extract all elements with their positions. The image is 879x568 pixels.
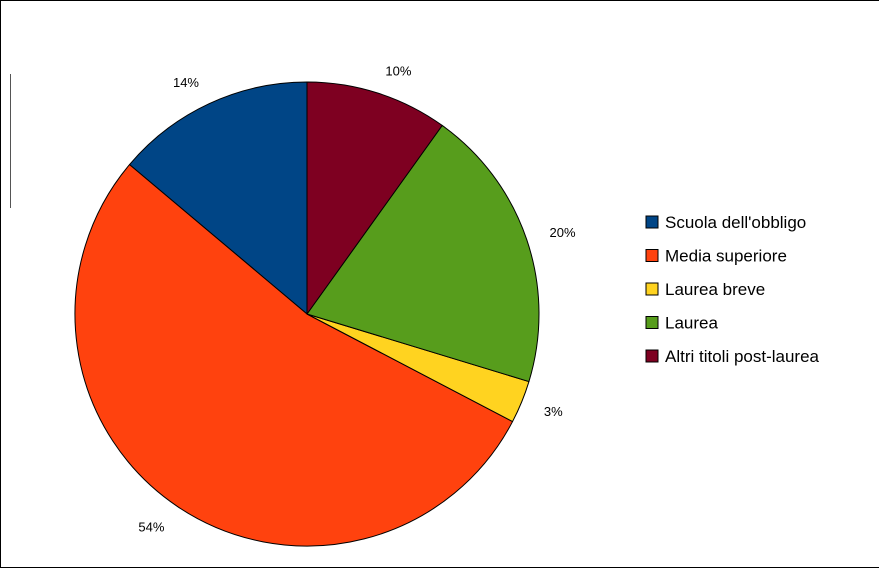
legend-swatch xyxy=(645,215,659,229)
left-edge-line xyxy=(10,74,11,208)
legend-item-scuola-dell-obbligo: Scuola dell'obbligo xyxy=(645,213,806,232)
legend-label: Laurea xyxy=(665,314,718,333)
pct-label-media-superiore: 54% xyxy=(138,520,164,535)
pct-label-altri-titoli-post-laurea: 10% xyxy=(385,63,411,78)
legend-label: Laurea breve xyxy=(665,280,765,299)
slice-laurea xyxy=(306,124,540,383)
legend-item-altri-titoli-post-laurea: Altri titoli post-laurea xyxy=(645,347,820,366)
pie-slices xyxy=(74,81,540,547)
legend-item-laurea-breve: Laurea breve xyxy=(645,280,765,299)
legend-item-media-superiore: Media superiore xyxy=(645,247,787,266)
pct-label-laurea: 20% xyxy=(550,225,576,240)
pct-label-laurea-breve: 3% xyxy=(544,404,563,419)
legend-label: Media superiore xyxy=(665,247,787,266)
legend-label: Altri titoli post-laurea xyxy=(665,347,820,366)
legend-swatch xyxy=(645,349,659,363)
percent-labels: 14% 54% 3% 20% 10% xyxy=(138,63,576,534)
pct-label-scuola-dell-obbligo: 14% xyxy=(173,75,199,90)
legend-item-laurea: Laurea xyxy=(645,314,718,333)
slice-altri-titoli-post-laurea xyxy=(306,81,443,315)
legend-swatch xyxy=(645,249,659,262)
legend: Scuola dell'obbligo Media superiore Laurea… xyxy=(645,213,820,366)
slice-media-superiore xyxy=(74,164,514,547)
slice-scuola-dell-obbligo xyxy=(129,81,308,315)
legend-label: Scuola dell'obbligo xyxy=(665,213,806,232)
legend-swatch xyxy=(645,316,659,329)
legend-swatch xyxy=(645,282,659,296)
